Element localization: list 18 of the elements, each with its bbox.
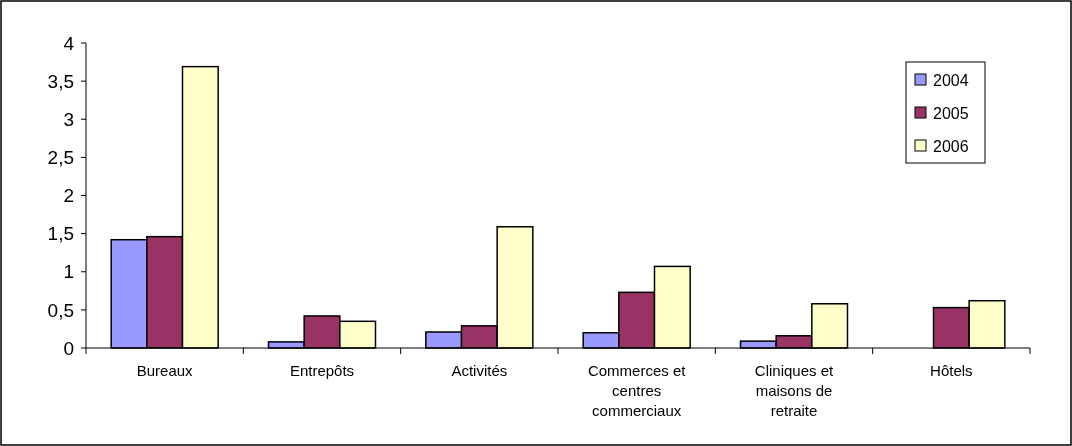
x-tick-label: Cliniques et maisons de retraite: [754, 362, 835, 419]
y-tick-label: 0: [63, 337, 74, 359]
y-tick-label: 4: [63, 32, 75, 54]
x-tick-label: Activités: [451, 362, 508, 379]
y-tick-label: 2,5: [47, 147, 74, 169]
y-tick-label: 1,5: [47, 223, 74, 245]
y-tick-label: 1: [63, 261, 74, 283]
legend-label: 2004: [933, 71, 969, 89]
x-tick-label: Commerces et centres commerciaux: [587, 362, 687, 419]
y-tick-label: 3: [63, 108, 74, 130]
y-tick-label: 3,5: [47, 70, 74, 92]
legend-label: 2005: [933, 104, 969, 122]
y-tick-label: 2: [63, 185, 74, 207]
x-tick-label: Hôtels: [930, 362, 973, 379]
x-tick-label: Entrepôts: [289, 362, 355, 379]
x-tick-label: Bureaux: [136, 362, 194, 379]
y-tick-label: 0,5: [47, 299, 74, 321]
legend-label: 2006: [933, 137, 969, 155]
